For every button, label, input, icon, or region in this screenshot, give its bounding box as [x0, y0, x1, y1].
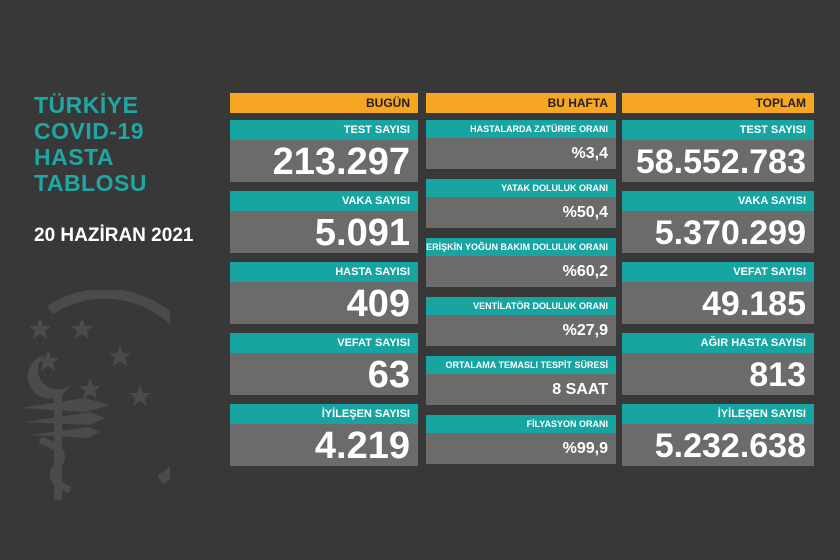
title-line: TÜRKİYE: [34, 92, 139, 118]
card-value: 58.552.783: [622, 140, 814, 182]
card-label: YATAK DOLULUK ORANI: [426, 179, 616, 197]
today-header: BUGÜN: [230, 93, 418, 113]
today-column: BUGÜN: [230, 93, 418, 113]
card-value: 63: [230, 353, 418, 396]
report-date: 20 HAZİRAN 2021: [34, 225, 194, 246]
total-card-agir-hasta: AĞIR HASTA SAYISI 813: [622, 333, 814, 395]
card-value: 49.185: [622, 282, 814, 324]
card-label: İYİLEŞEN SAYISI: [230, 404, 418, 424]
card-value: 8 SAAT: [426, 374, 616, 405]
card-label: VEFAT SAYISI: [622, 262, 814, 282]
card-value: 213.297: [230, 140, 418, 183]
page-title: TÜRKİYE COVID-19 HASTA TABLOSU: [34, 92, 147, 196]
card-label: TEST SAYISI: [622, 120, 814, 140]
title-line: TABLOSU: [34, 170, 147, 196]
ministry-emblem-icon: [20, 290, 170, 500]
card-value: 5.091: [230, 211, 418, 254]
card-label: VAKA SAYISI: [230, 191, 418, 211]
week-card-temasli: ORTALAMA TEMASLI TESPİT SÜRESİ 8 SAAT: [426, 356, 616, 405]
title-line: COVID-19: [34, 118, 145, 144]
week-card-yogun-bakim: ERİŞKİN YOĞUN BAKIM DOLULUK ORANI %60,2: [426, 238, 616, 287]
card-value: %3,4: [426, 138, 616, 169]
card-value: %50,4: [426, 197, 616, 228]
today-card-test: TEST SAYISI 213.297: [230, 120, 418, 183]
today-card-hasta: HASTA SAYISI 409: [230, 262, 418, 325]
card-label: ORTALAMA TEMASLI TESPİT SÜRESİ: [426, 356, 616, 374]
card-label: İYİLEŞEN SAYISI: [622, 404, 814, 424]
card-label: AĞIR HASTA SAYISI: [622, 333, 814, 353]
card-value: 813: [622, 353, 814, 395]
total-header: TOPLAM: [622, 93, 814, 113]
week-card-filyasyon: FİLYASYON ORANI %99,9: [426, 415, 616, 464]
card-value: %27,9: [426, 315, 616, 346]
card-label: VENTİLATÖR DOLULUK ORANI: [426, 297, 616, 315]
week-card-ventilator: VENTİLATÖR DOLULUK ORANI %27,9: [426, 297, 616, 346]
card-label: VAKA SAYISI: [622, 191, 814, 211]
total-card-iyilesen: İYİLEŞEN SAYISI 5.232.638: [622, 404, 814, 466]
card-label: TEST SAYISI: [230, 120, 418, 140]
card-value: %60,2: [426, 256, 616, 287]
card-value: %99,9: [426, 433, 616, 464]
week-card-zaturre: HASTALARDA ZATÜRRE ORANI %3,4: [426, 120, 616, 169]
total-column: TOPLAM: [622, 93, 814, 113]
card-label: FİLYASYON ORANI: [426, 415, 616, 433]
card-value: 5.232.638: [622, 424, 814, 466]
week-column: BU HAFTA: [426, 93, 616, 113]
title-line: HASTA: [34, 144, 115, 170]
card-label: ERİŞKİN YOĞUN BAKIM DOLULUK ORANI: [426, 238, 616, 256]
total-card-vaka: VAKA SAYISI 5.370.299: [622, 191, 814, 253]
card-label: HASTA SAYISI: [230, 262, 418, 282]
card-value: 4.219: [230, 424, 418, 467]
today-card-vaka: VAKA SAYISI 5.091: [230, 191, 418, 254]
week-card-yatak: YATAK DOLULUK ORANI %50,4: [426, 179, 616, 228]
today-card-iyilesen: İYİLEŞEN SAYISI 4.219: [230, 404, 418, 467]
card-label: HASTALARDA ZATÜRRE ORANI: [426, 120, 616, 138]
total-card-test: TEST SAYISI 58.552.783: [622, 120, 814, 182]
card-value: 409: [230, 282, 418, 325]
today-card-vefat: VEFAT SAYISI 63: [230, 333, 418, 396]
total-card-vefat: VEFAT SAYISI 49.185: [622, 262, 814, 324]
card-value: 5.370.299: [622, 211, 814, 253]
card-label: VEFAT SAYISI: [230, 333, 418, 353]
week-header: BU HAFTA: [426, 93, 616, 113]
